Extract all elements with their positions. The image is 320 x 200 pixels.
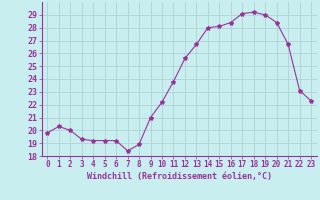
- X-axis label: Windchill (Refroidissement éolien,°C): Windchill (Refroidissement éolien,°C): [87, 172, 272, 181]
